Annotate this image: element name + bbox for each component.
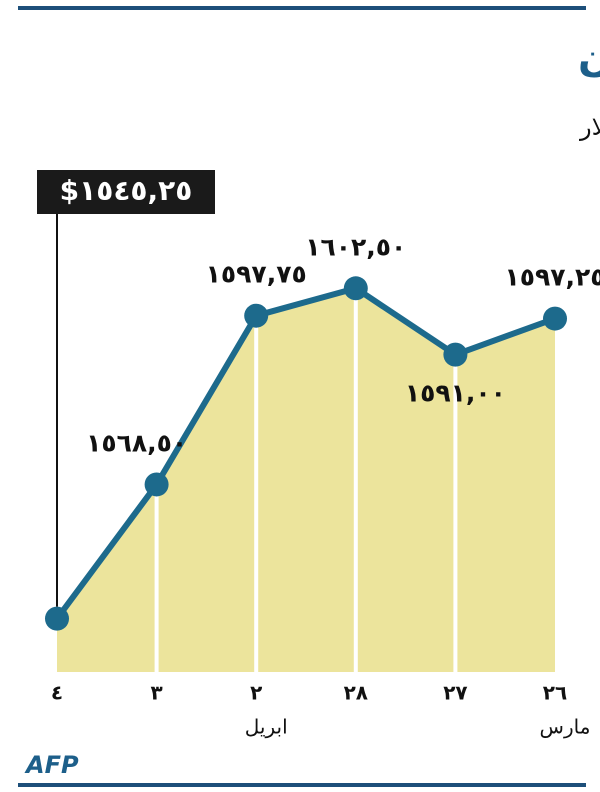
x-tick-label: ٤ <box>51 681 63 705</box>
point <box>343 276 368 301</box>
source-logo: AFP <box>24 751 79 779</box>
subtitle: ٤ ابريل، السعر قبل الظهر بالدولار <box>579 113 600 141</box>
x-tick-label: ٢٧ <box>443 681 467 705</box>
area <box>57 288 555 672</box>
x-tick-label: ٣ <box>150 681 162 705</box>
value-label: ١٥٩٧,٢٥ <box>504 263 600 292</box>
point <box>45 606 69 631</box>
title: الذهب في لندن <box>578 35 600 81</box>
top-rule <box>18 6 586 10</box>
point <box>443 342 468 367</box>
month-label: ابريل <box>245 715 288 739</box>
point <box>543 306 567 331</box>
value-label: ١٥٦٨,٥٠ <box>86 428 187 457</box>
point <box>144 472 169 497</box>
current-box <box>37 170 215 214</box>
bottom-rule <box>18 783 586 787</box>
month-label: مارس <box>540 715 591 739</box>
value-label: ١٥٩١,٠٠ <box>405 379 506 408</box>
line <box>54 285 557 621</box>
value-label: ١٦٠٢,٥٠ <box>305 232 406 261</box>
x-tick-label: ٢ <box>250 681 262 705</box>
plot: ٢٦ مارس ١٥٩٧,٢٥ ٢٧ ١٥٩١,٠٠ ٢٨ ١٦٠٢,٥٠ ٢ ابريل ١٥٩… <box>37 170 600 739</box>
x-tick-label: ٢٨ <box>344 681 368 705</box>
value-label: ١٥٩٧,٧٥ <box>206 260 307 289</box>
x-tick-label: ٢٦ <box>543 681 567 705</box>
current-label: $١٥٤٥,٢٥ <box>60 174 193 207</box>
point <box>244 303 269 328</box>
